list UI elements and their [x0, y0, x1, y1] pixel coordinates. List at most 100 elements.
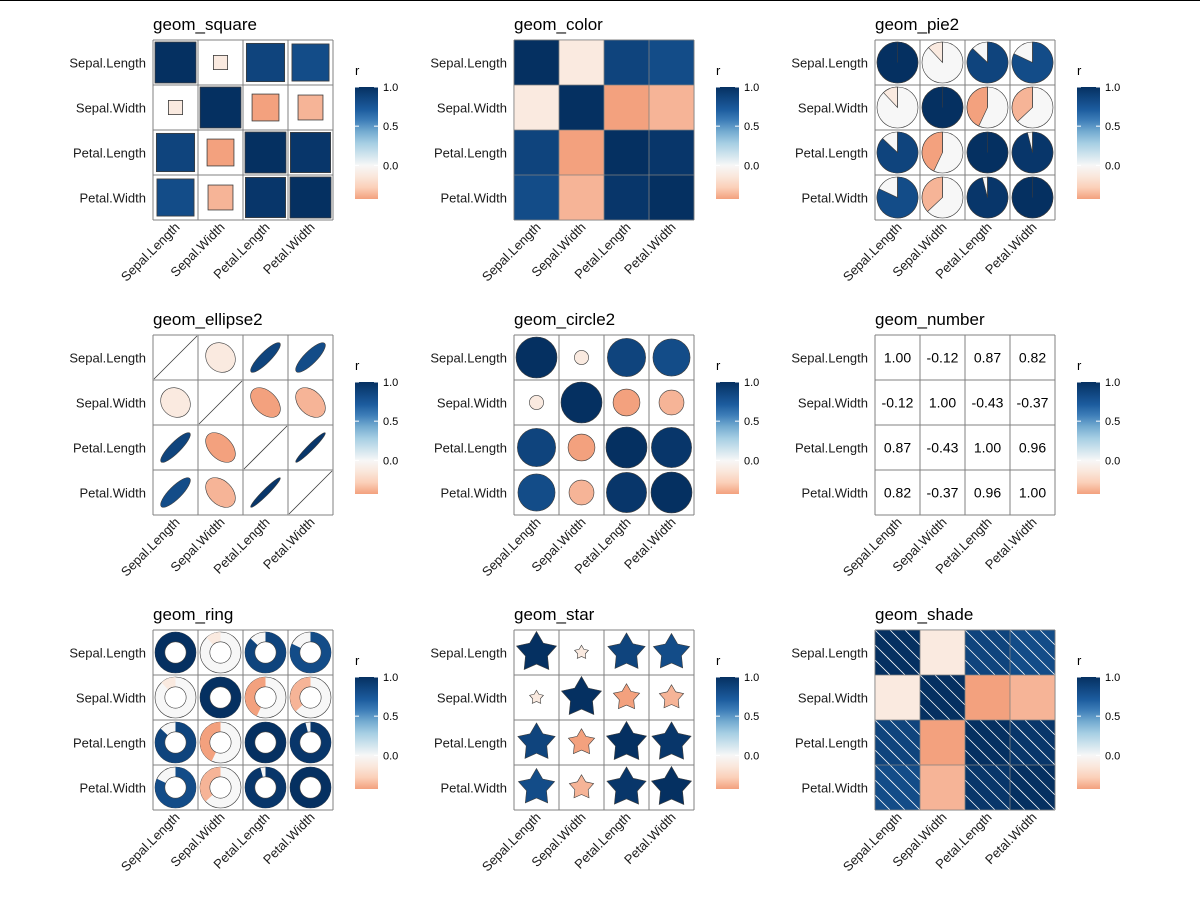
panel-square-mark-1-2	[251, 93, 280, 122]
panel-ring-ylabel-2: Petal.Length	[73, 736, 146, 751]
panel-star-legend-title: r	[716, 653, 721, 668]
panel-color-mark-2-1	[559, 130, 604, 175]
panel-shade-mark-3-2-hatch-1	[964, 779, 996, 811]
panel-circle2-ylabel-3: Petal.Width	[441, 486, 507, 501]
panel-color-mark-1-1	[559, 85, 604, 130]
panel-circle2-mark-1-1	[560, 381, 603, 424]
panel-circle2-mark-3-3	[650, 471, 693, 514]
panel-ring-mark-2-1-hole	[209, 731, 232, 754]
panel-shade-mark-1-3	[1010, 675, 1055, 720]
panel-ring-mark-3-2	[244, 767, 286, 808]
panel-pie2-legend-label-1: 0.5	[1105, 121, 1120, 133]
panel-circle2-mark-1-0	[529, 395, 544, 410]
panel-star-ylabel-1: Sepal.Width	[437, 691, 507, 706]
panel-shade-mark-0-3-hatch-1	[1009, 644, 1041, 676]
panel-ellipse2-mark-2-2	[243, 425, 288, 470]
panel-color-legend-label-1: 0.5	[744, 121, 759, 133]
panel-shade-mark-3-0-hatch-1	[874, 779, 906, 811]
panel-number-ylabel-0: Sepal.Length	[791, 351, 868, 366]
panel-star-mark-3-2	[606, 766, 647, 805]
panel-square-legend-title: r	[355, 63, 360, 78]
panel-star-title: geom_star	[514, 605, 595, 624]
panel-ellipse2-ylabel-0: Sepal.Length	[69, 351, 146, 366]
panel-ring-legend-label-1: 0.5	[383, 711, 398, 723]
panel-shade-mark-3-3-hatch-4	[1039, 764, 1056, 781]
panel-ring-ylabel-0: Sepal.Length	[69, 646, 146, 661]
panel-square-legend-bar	[355, 87, 378, 199]
panel-ellipse2-mark-3-2	[250, 477, 281, 508]
panel-number-mark-3-3: 1.00	[1019, 485, 1046, 501]
panel-ellipse2-ylabel-2: Petal.Length	[73, 441, 146, 456]
top-border-line	[0, 0, 1200, 1]
panel-number: geom_number 1.00 -0.12 0.87 0.82 -0.12 1.00 -0.…	[791, 310, 1120, 579]
panel-ellipse2-legend-bar	[355, 382, 378, 494]
panel-star-mark-0-0	[515, 630, 558, 670]
panel-shade-mark-3-2-hatch-2	[964, 764, 1011, 811]
panel-ellipse2-mark-0-3	[295, 342, 326, 373]
panel-square-mark-2-0	[155, 132, 196, 173]
panel-shade-mark-3-3-hatch-2	[1009, 764, 1056, 811]
panel-ellipse2-ylabel-1: Sepal.Width	[76, 396, 146, 411]
panel-square-mark-0-3	[291, 43, 330, 82]
panel-star-mark-1-1	[560, 675, 603, 715]
panel-ring-legend-title: r	[355, 653, 360, 668]
panel-ring-mark-1-3-hole	[299, 686, 322, 709]
panel-shade-mark-0-0-hatch-0	[874, 659, 891, 676]
panel-shade-mark-3-2-hatch-4	[994, 764, 1011, 781]
panel-ring-mark-2-1	[199, 722, 221, 762]
panel-ring-mark-0-3	[289, 632, 331, 673]
panel-circle2-mark-0-3	[652, 338, 691, 377]
panel-square-mark-1-3	[297, 94, 324, 121]
panel-circle2-legend-bar	[716, 382, 739, 494]
panel-color-mark-0-2	[604, 40, 649, 85]
panel-ring-mark-2-0	[155, 721, 197, 763]
panel-shade-mark-2-2-hatch-3	[979, 719, 1011, 751]
panel-ellipse2-mark-0-0	[153, 335, 198, 380]
panel-star-legend-label-0: 1.0	[744, 672, 759, 684]
panel-number-mark-1-2: -0.43	[972, 395, 1004, 411]
panel-ellipse2-mark-1-2	[250, 387, 281, 418]
panel-number-mark-1-0: -0.12	[882, 395, 914, 411]
panel-shade-mark-0-3-hatch-2	[1009, 629, 1056, 676]
panel-circle2-legend-label-2: 0.0	[744, 455, 759, 467]
panel-number-title: geom_number	[875, 310, 985, 329]
panel-square-ylabel-0: Sepal.Length	[69, 56, 146, 71]
panel-shade-mark-1-1-hatch-4	[949, 674, 966, 691]
panel-square-mark-3-0	[156, 178, 195, 217]
panel-ellipse2-legend: r 1.0 0.5 0.0	[355, 358, 398, 494]
panel-pie2-mark-2-1	[921, 131, 943, 172]
panel-square-legend-label-0: 1.0	[383, 82, 398, 94]
panel-square-mark-0-1	[212, 55, 228, 71]
panel-square-legend: r 1.0 0.5 0.0	[355, 63, 398, 199]
panel-star-mark-3-1	[568, 774, 595, 799]
panel-shade-ylabel-3: Petal.Width	[802, 781, 868, 796]
panel-ellipse2-title: geom_ellipse2	[153, 310, 263, 329]
panel-circle2-mark-0-0	[515, 336, 558, 379]
panel-ring-mark-3-2-hole	[254, 776, 277, 799]
panel-number-ylabel-1: Sepal.Width	[798, 396, 868, 411]
panel-ellipse2-legend-label-1: 0.5	[383, 416, 398, 428]
panel-ring-cells	[154, 631, 332, 809]
panel-shade-ylabel-0: Sepal.Length	[791, 646, 868, 661]
panel-shade-mark-2-2-hatch-4	[994, 719, 1011, 736]
panel-pie2-legend-title: r	[1077, 63, 1082, 78]
panel-color-mark-3-3	[649, 175, 694, 220]
panel-ring-mark-2-2-hole	[254, 731, 277, 754]
panel-shade-legend-label-1: 0.5	[1105, 711, 1120, 723]
panel-number-legend-title: r	[1077, 358, 1082, 373]
panel-shade-mark-2-3-hatch-1	[1009, 734, 1041, 766]
panel-shade-mark-3-0-hatch-0	[874, 794, 891, 811]
panel-ring-mark-1-0-hole	[164, 686, 187, 709]
panel-ring-mark-2-2	[245, 721, 286, 763]
panel-shade-mark-3-0-hatch-4	[904, 764, 921, 781]
panel-square-legend-label-2: 0.0	[383, 160, 398, 172]
panel-ellipse2-legend-title: r	[355, 358, 360, 373]
panel-ring-mark-1-1	[200, 676, 241, 718]
panel-color-mark-0-3	[649, 40, 694, 85]
panel-shade-mark-3-0-hatch-2	[874, 764, 921, 811]
panel-pie2-legend-bar	[1077, 87, 1100, 199]
panel-shade-mark-3-3-hatch-3	[1024, 764, 1056, 796]
panel-shade: geom_shade Sepal.Length Sepal.Width Petal.L…	[791, 605, 1120, 874]
panel-star-mark-1-2	[612, 683, 641, 710]
panel-number-mark-1-1: 1.00	[929, 395, 956, 411]
